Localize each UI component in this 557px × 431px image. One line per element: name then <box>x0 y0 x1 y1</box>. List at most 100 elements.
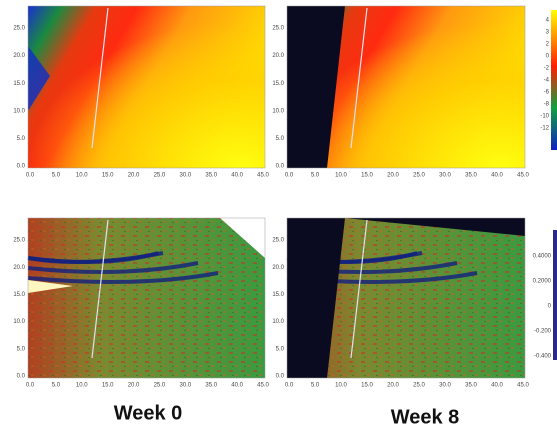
x-tick-label: 20.0 <box>387 173 399 179</box>
x-tick-label: 15.0 <box>361 383 373 389</box>
frame <box>286 217 526 379</box>
colorbar-tick-label: 0 <box>546 54 550 60</box>
x-tick-label: 5.0 <box>311 383 320 389</box>
y-tick-label: 0.0 <box>17 374 26 380</box>
y-tick-label: 15.0 <box>13 81 25 87</box>
probe-line <box>91 7 109 149</box>
x-tick-label: 45.0 <box>257 173 269 179</box>
stripe <box>27 261 199 274</box>
x-tick-label: 35.0 <box>465 383 477 389</box>
mask <box>287 6 345 168</box>
heatmap-glow <box>28 6 265 168</box>
x-tick-label: 45.0 <box>257 383 269 389</box>
y-tick-label: 20.0 <box>13 265 25 271</box>
x-tick-label: 30.0 <box>179 173 191 179</box>
x-tick-label: 45.0 <box>517 383 529 389</box>
x-tick-label: 40.0 <box>231 173 243 179</box>
x-tick-label: 25.0 <box>154 383 166 389</box>
mask-top <box>345 218 525 236</box>
colorbar-tick-label: 0.2000 <box>533 279 552 285</box>
colorbar-tick-label: 2 <box>546 42 550 48</box>
white-corner <box>220 218 265 258</box>
x-tick-label: 30.0 <box>439 173 451 179</box>
x-tick-label: 0.0 <box>285 383 294 389</box>
x-tick-label: 40.0 <box>491 383 503 389</box>
colorbar-tick-label: -6 <box>544 90 550 96</box>
x-tick-label: 15.0 <box>361 173 373 179</box>
x-tick-label: 25.0 <box>413 383 425 389</box>
colorbar-tick-label: 0 <box>548 304 552 310</box>
y-tick-label: 25.0 <box>272 26 284 32</box>
x-tick-label: 10.0 <box>76 383 88 389</box>
colorbar-tick-label: -4 <box>544 78 550 84</box>
x-tick-label: 30.0 <box>179 383 191 389</box>
colorbar-tick-label: -0.400 <box>534 354 552 360</box>
x-tick-label: 35.0 <box>205 383 217 389</box>
colorbar-tick-label: -8 <box>544 102 550 108</box>
blue-region <box>28 46 50 111</box>
y-tick-label: 5.0 <box>276 136 285 142</box>
x-tick-label: 15.0 <box>102 173 114 179</box>
x-tick-label: 25.0 <box>413 173 425 179</box>
colorbar <box>553 230 557 360</box>
x-tick-label: 5.0 <box>311 173 320 179</box>
y-tick-label: 10.0 <box>272 319 284 325</box>
y-tick-label: 20.0 <box>272 265 284 271</box>
x-tick-label: 35.0 <box>205 173 217 179</box>
y-tick-label: 5.0 <box>17 136 26 142</box>
x-tick-label: 5.0 <box>52 383 61 389</box>
x-tick-label: 10.0 <box>335 173 347 179</box>
caption: Week 8 <box>391 406 460 428</box>
x-tick-label: 0.0 <box>26 173 35 179</box>
x-tick-label: 40.0 <box>231 383 243 389</box>
y-tick-label: 15.0 <box>272 292 284 298</box>
y-tick-label: 0.0 <box>276 374 285 380</box>
y-tick-label: 25.0 <box>13 26 25 32</box>
probe-line <box>91 219 109 359</box>
colorbar-tick-label: 4 <box>546 18 550 24</box>
y-tick-label: 5.0 <box>276 346 285 352</box>
y-tick-label: 10.0 <box>13 108 25 114</box>
hot-streak <box>28 280 73 293</box>
y-tick-label: 15.0 <box>272 81 284 87</box>
mask <box>287 218 345 378</box>
x-tick-label: 35.0 <box>465 173 477 179</box>
x-tick-label: 20.0 <box>128 383 140 389</box>
stripe <box>27 271 219 284</box>
y-tick-label: 0.0 <box>276 164 285 170</box>
probe-line <box>350 219 368 359</box>
caption: Week 0 <box>114 402 183 424</box>
probe-line <box>350 7 368 149</box>
x-tick-label: 0.0 <box>26 383 35 389</box>
heatmap-noise <box>28 218 265 378</box>
x-tick-label: 5.0 <box>52 173 61 179</box>
colorbar-tick-label: -0.200 <box>534 329 552 335</box>
x-tick-label: 25.0 <box>154 173 166 179</box>
colorbar-tick-label: 0.4000 <box>533 254 552 260</box>
y-tick-label: 25.0 <box>13 238 25 244</box>
x-tick-label: 20.0 <box>387 383 399 389</box>
y-tick-label: 10.0 <box>13 319 25 325</box>
y-tick-label: 15.0 <box>13 292 25 298</box>
x-tick-label: 10.0 <box>335 383 347 389</box>
x-tick-label: 0.0 <box>285 173 294 179</box>
colorbar-tick-label: -12 <box>540 126 549 132</box>
frame <box>286 5 526 169</box>
frame <box>27 5 266 169</box>
x-tick-label: 15.0 <box>102 383 114 389</box>
colorbar-tick-label: -2 <box>544 66 550 72</box>
colorbar <box>551 10 557 150</box>
x-tick-label: 30.0 <box>439 383 451 389</box>
x-tick-label: 20.0 <box>128 173 140 179</box>
stripe <box>27 251 159 264</box>
y-tick-label: 0.0 <box>17 164 26 170</box>
maps: 0.0 5.0 10.0 15.0 20.0 25.0 30.0 35.0 40.0 45.00.… <box>13 5 557 389</box>
x-tick-label: 40.0 <box>491 173 503 179</box>
y-tick-label: 25.0 <box>272 238 284 244</box>
x-tick-label: 45.0 <box>517 173 529 179</box>
y-tick-label: 20.0 <box>13 53 25 59</box>
y-tick-label: 5.0 <box>17 346 26 352</box>
y-tick-label: 20.0 <box>272 53 284 59</box>
frame <box>27 217 266 379</box>
